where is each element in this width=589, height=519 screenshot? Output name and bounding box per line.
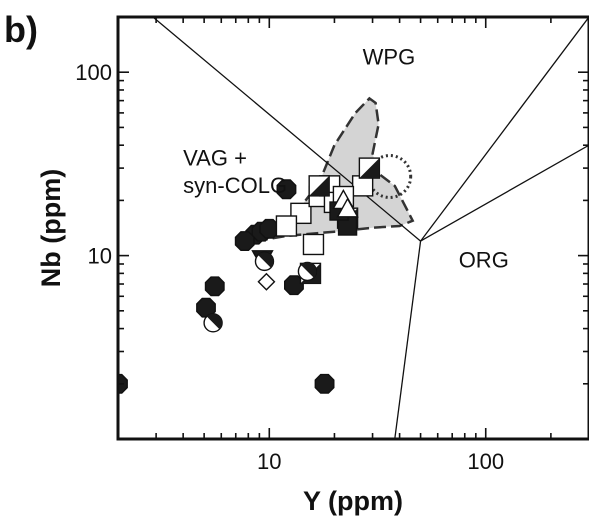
y-axis-label: Nb (ppm) bbox=[36, 169, 66, 287]
field-boundary-line bbox=[394, 240, 422, 439]
shaded-field-layer bbox=[235, 96, 415, 246]
data-point-octagon bbox=[204, 276, 225, 297]
data-point-half-circle-fill bbox=[206, 313, 223, 330]
field-boundary-line bbox=[420, 144, 589, 242]
data-point-half-circle-fill bbox=[301, 262, 317, 278]
plot-frame bbox=[116, 15, 589, 441]
data-point-octagon bbox=[314, 373, 335, 394]
data-point-half-square-fill bbox=[309, 175, 330, 196]
data-points-layer bbox=[118, 157, 381, 394]
data-point-half-circle-fill bbox=[258, 252, 274, 268]
data-point-open-triangle bbox=[336, 197, 359, 218]
x-tick-label: 10 bbox=[257, 449, 281, 474]
field-boundary-line bbox=[420, 17, 589, 242]
data-point-open-square bbox=[275, 215, 298, 237]
y-tick-label: 100 bbox=[75, 60, 112, 85]
field-boundary-line bbox=[152, 17, 421, 242]
field-label-org: ORG bbox=[459, 248, 509, 273]
data-point-octagon bbox=[259, 218, 280, 239]
x-axis-label: Y (ppm) bbox=[303, 486, 403, 516]
data-point-octagon bbox=[276, 179, 297, 200]
ticks-layer bbox=[117, 16, 589, 440]
data-point-octagon bbox=[234, 231, 255, 252]
field-label-vag: VAG + bbox=[183, 145, 247, 170]
data-point-open-diamond bbox=[257, 272, 276, 291]
panel-label: b) bbox=[4, 9, 38, 50]
data-point-half-square-fill bbox=[359, 158, 380, 179]
data-point-open-square bbox=[302, 233, 325, 256]
shaded-field bbox=[235, 96, 415, 246]
field-label-syn-colg: syn-COLG bbox=[183, 173, 287, 198]
x-tick-label: 100 bbox=[467, 449, 504, 474]
data-point-open-square bbox=[351, 175, 374, 197]
field-label-wpg: WPG bbox=[363, 45, 416, 70]
y-tick-label: 10 bbox=[88, 244, 112, 269]
